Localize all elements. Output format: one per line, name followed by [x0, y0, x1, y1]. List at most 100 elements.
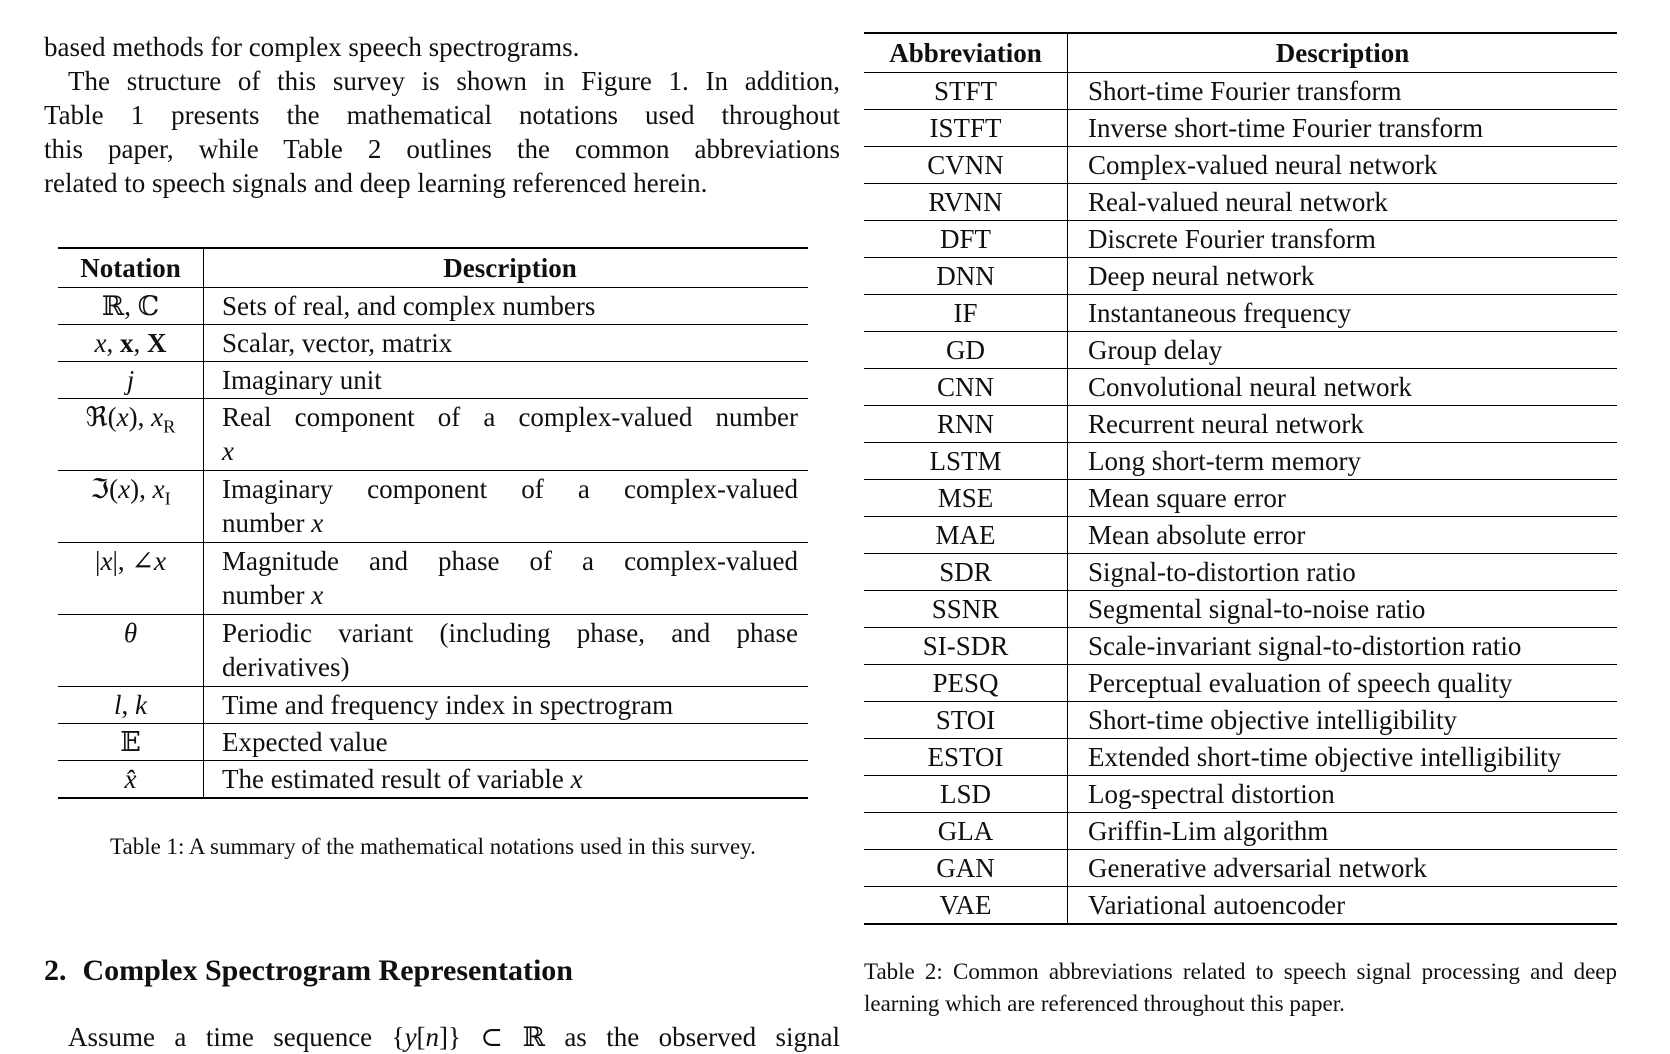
description-cell: Periodic variant (including phase, and p…	[204, 615, 808, 686]
notation-cell: j	[58, 362, 204, 398]
table-row: ISTFT Inverse short-time Fourier transfor…	[864, 109, 1617, 146]
table-row: l, k Time and frequency index in spectro…	[58, 686, 808, 723]
abbreviation-column-header: Abbreviation	[864, 34, 1068, 72]
paragraph-line: this paper, while Table 2 outlines the c…	[44, 134, 840, 164]
table-row: GAN Generative adversarial network	[864, 849, 1617, 886]
abbreviation-cell: SI-SDR	[864, 628, 1068, 664]
description-line: Periodic variant (including phase, and p…	[222, 618, 798, 648]
paragraph-tail-line: based methods for complex speech spectro…	[44, 32, 580, 62]
description-cell: Group delay	[1088, 334, 1223, 365]
notation-cell: |x|, ∠x	[58, 543, 204, 614]
description-line: Sets of real, and complex numbers	[222, 291, 596, 321]
paragraph-line: The structure of this survey is shown in…	[68, 66, 840, 96]
table-row: PESQ Perceptual evaluation of speech qual…	[864, 664, 1617, 701]
table-row: SI-SDR Scale-invariant signal-to-distorti…	[864, 627, 1617, 664]
table-row: ℑ(x), xI Imaginary component of a comple…	[58, 470, 808, 542]
notation-cell: 𝔼	[58, 724, 204, 760]
intro-paragraphs: based methods for complex speech spectro…	[44, 30, 840, 200]
description-cell: Mean square error	[1088, 482, 1286, 513]
paragraph-line: related to speech signals and deep learn…	[44, 168, 708, 198]
abbreviation-cell: DFT	[864, 221, 1068, 257]
description-cell: Generative adversarial network	[1088, 852, 1427, 883]
description-cell: Mean absolute error	[1088, 519, 1306, 550]
section-number: 2.	[44, 954, 67, 987]
table-row: ℝ, ℂ Sets of real, and complex numbers	[58, 287, 808, 324]
abbreviation-cell: RNN	[864, 406, 1068, 442]
abbreviation-cell: VAE	[864, 887, 1068, 923]
abbreviation-cell: ISTFT	[864, 110, 1068, 146]
table-row: MSE Mean square error	[864, 479, 1617, 516]
description-line: Magnitude and phase of a complex-valued	[222, 546, 798, 576]
table2-caption: Table 2: Common abbreviations related to…	[864, 959, 1617, 1016]
abbreviation-cell: PESQ	[864, 665, 1068, 701]
description-cell: Signal-to-distortion ratio	[1088, 556, 1356, 587]
description-cell: Log-spectral distortion	[1088, 778, 1335, 809]
notation-table: Notation Description ℝ, ℂ Sets of real, …	[58, 247, 808, 799]
description-cell: Instantaneous frequency	[1088, 297, 1352, 328]
abbreviation-cell: CVNN	[864, 147, 1068, 183]
table-row: RVNN Real-valued neural network	[864, 183, 1617, 220]
table-row: SSNR Segmental signal-to-noise ratio	[864, 590, 1617, 627]
description-cell: Short-time objective intelligibility	[1088, 704, 1457, 735]
description-cell: Sets of real, and complex numbers	[204, 288, 808, 324]
table-row: |x|, ∠x Magnitude and phase of a complex…	[58, 542, 808, 614]
description-line: number x	[222, 580, 324, 610]
abbreviation-cell: MSE	[864, 480, 1068, 516]
description-line: Imaginary unit	[222, 365, 382, 395]
description-cell: Inverse short-time Fourier transform	[1088, 112, 1484, 143]
notation-column-header: Notation	[58, 249, 204, 287]
description-cell: Scalar, vector, matrix	[204, 325, 808, 361]
abbreviation-cell: CNN	[864, 369, 1068, 405]
description-cell: Time and frequency index in spectrogram	[204, 687, 808, 723]
table-row: x̂ The estimated result of variable x	[58, 760, 808, 797]
description-cell: Imaginary component of a complex-valued …	[204, 471, 808, 542]
abbreviation-cell: MAE	[864, 517, 1068, 553]
abbreviation-cell: ESTOI	[864, 739, 1068, 775]
table-row: MAE Mean absolute error	[864, 516, 1617, 553]
description-cell: Discrete Fourier transform	[1088, 223, 1376, 254]
description-cell: Short-time Fourier transform	[1088, 75, 1402, 106]
abbreviation-table: Abbreviation Description STFT Short-time …	[864, 32, 1617, 925]
description-line: derivatives)	[222, 652, 350, 682]
notation-cell: x̂	[58, 761, 204, 797]
table-row: GD Group delay	[864, 331, 1617, 368]
description-line: Scalar, vector, matrix	[222, 328, 453, 358]
clipped-body-line: Assume a time sequence {y[n]} ⊂ ℝ as the…	[68, 1022, 841, 1052]
table-row: ℜ(x), xR Real component of a complex-val…	[58, 398, 808, 470]
description-cell: Convolutional neural network	[1088, 371, 1412, 402]
table-row: LSTM Long short-term memory	[864, 442, 1617, 479]
paragraph-line: Table 1 presents the mathematical notati…	[44, 100, 840, 130]
description-cell: Segmental signal-to-noise ratio	[1088, 593, 1426, 624]
abbreviation-cell: LSTM	[864, 443, 1068, 479]
abbreviation-cell: STFT	[864, 73, 1068, 109]
table-row: CVNN Complex-valued neural network	[864, 146, 1617, 183]
table-row: LSD Log-spectral distortion	[864, 775, 1617, 812]
abbreviation-cell: RVNN	[864, 184, 1068, 220]
section-heading: 2. Complex Spectrogram Representation	[44, 954, 573, 988]
table-row: ESTOI Extended short-time objective intel…	[864, 738, 1617, 775]
table-row: 𝔼 Expected value	[58, 723, 808, 760]
table-row: IF Instantaneous frequency	[864, 294, 1617, 331]
table-row: STFT Short-time Fourier transform	[864, 72, 1617, 109]
description-cell: Scale-invariant signal-to-distortion rat…	[1088, 630, 1522, 661]
description-line: The estimated result of variable x	[222, 764, 583, 794]
abbreviation-cell: SSNR	[864, 591, 1068, 627]
description-line: number x	[222, 508, 324, 538]
abbreviation-cell: LSD	[864, 776, 1068, 812]
description-cell: Recurrent neural network	[1088, 408, 1364, 439]
table-row: x, x, X Scalar, vector, matrix	[58, 324, 808, 361]
notation-cell: x, x, X	[58, 325, 204, 361]
description-cell: Griffin-Lim algorithm	[1088, 815, 1329, 846]
table-header-row: Abbreviation Description	[864, 34, 1617, 72]
table-row: θ Periodic variant (including phase, and…	[58, 614, 808, 686]
abbreviation-cell: SDR	[864, 554, 1068, 590]
description-cell: Perceptual evaluation of speech quality	[1088, 667, 1513, 698]
table-row: GLA Griffin-Lim algorithm	[864, 812, 1617, 849]
description-column-header: Description	[443, 253, 577, 283]
abbreviation-cell: STOI	[864, 702, 1068, 738]
abbreviation-cell: DNN	[864, 258, 1068, 294]
description-cell: The estimated result of variable x	[204, 761, 808, 797]
abbreviation-cell: GLA	[864, 813, 1068, 849]
description-line: Real component of a complex-valued numbe…	[222, 402, 798, 432]
